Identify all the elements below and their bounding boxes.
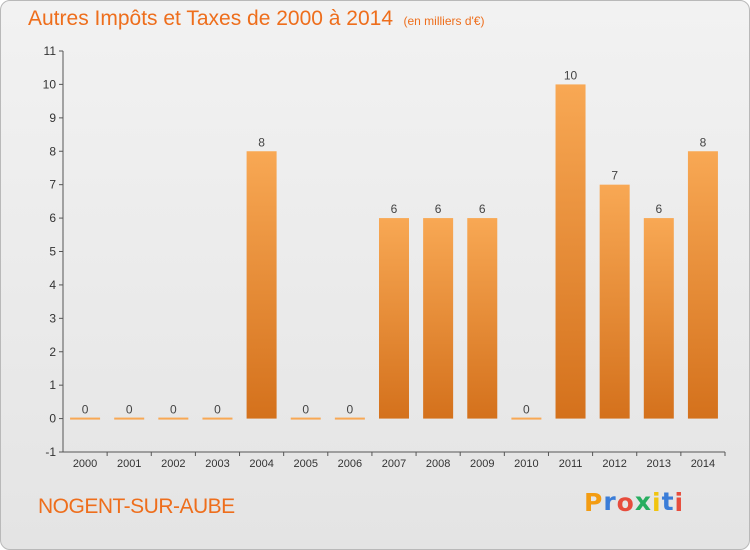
bar bbox=[423, 218, 454, 419]
bar bbox=[70, 417, 101, 420]
x-tick-label: 2002 bbox=[161, 458, 185, 470]
x-tick-label: 2008 bbox=[426, 458, 450, 470]
bar bbox=[334, 417, 365, 420]
bar bbox=[114, 417, 145, 420]
data-label: 6 bbox=[391, 202, 398, 216]
x-tick-label: 2004 bbox=[249, 458, 273, 470]
data-label: 8 bbox=[258, 135, 265, 149]
logo-letter: P bbox=[584, 488, 604, 517]
y-tick-label: 9 bbox=[49, 111, 56, 125]
data-label: 0 bbox=[347, 403, 354, 417]
y-tick-label: 2 bbox=[49, 345, 56, 359]
y-tick-label: 8 bbox=[49, 144, 56, 158]
bar bbox=[246, 151, 277, 419]
y-tick-label: 1 bbox=[49, 378, 56, 392]
data-label: 6 bbox=[479, 202, 486, 216]
data-label: 0 bbox=[302, 403, 309, 417]
bar bbox=[555, 84, 586, 419]
proxiti-logo[interactable]: Proxiti bbox=[584, 487, 685, 517]
data-label: 0 bbox=[214, 403, 221, 417]
x-tick-label: 2009 bbox=[470, 458, 494, 470]
chart-title-text: Autres Impôts et Taxes de 2000 à 2014 bbox=[28, 7, 394, 30]
data-label: 0 bbox=[170, 403, 177, 417]
data-label: 0 bbox=[523, 403, 530, 417]
x-tick-label: 2011 bbox=[559, 458, 583, 470]
bar bbox=[599, 184, 630, 419]
logo-letter: i bbox=[674, 488, 685, 517]
data-label: 10 bbox=[564, 68, 578, 82]
bar bbox=[467, 218, 498, 419]
y-tick-label: 0 bbox=[49, 412, 56, 426]
y-tick-label: 7 bbox=[49, 178, 56, 192]
bar bbox=[158, 417, 189, 420]
y-tick-label: 5 bbox=[49, 245, 56, 259]
x-tick-label: 2010 bbox=[514, 458, 538, 470]
y-tick-label: -1 bbox=[45, 445, 56, 459]
y-tick-label: 4 bbox=[49, 278, 56, 292]
logo-letter: o bbox=[616, 488, 635, 517]
logo-letter: i bbox=[652, 488, 662, 517]
data-label: 7 bbox=[611, 169, 618, 183]
bar bbox=[379, 218, 409, 419]
commune-name: NOGENT-SUR-AUBE bbox=[38, 495, 235, 518]
bar bbox=[643, 218, 674, 419]
data-label: 0 bbox=[126, 403, 133, 417]
y-tick-label: 3 bbox=[49, 311, 56, 325]
bar bbox=[687, 151, 718, 419]
bar bbox=[202, 417, 233, 420]
data-label: 0 bbox=[82, 403, 89, 417]
y-tick-label: 10 bbox=[43, 77, 57, 91]
bar bbox=[511, 417, 542, 420]
x-tick-label: 2005 bbox=[293, 458, 317, 470]
logo-letter: r bbox=[603, 487, 617, 516]
x-tick-label: 2007 bbox=[382, 458, 406, 470]
logo-letter: x bbox=[634, 487, 652, 516]
data-label: 8 bbox=[700, 135, 707, 149]
x-tick-label: 2001 bbox=[117, 458, 141, 470]
x-tick-label: 2006 bbox=[338, 458, 362, 470]
x-tick-label: 2013 bbox=[647, 458, 671, 470]
data-label: 6 bbox=[435, 202, 442, 216]
x-tick-label: 2014 bbox=[691, 458, 715, 470]
chart-unit-label: (en milliers d'€) bbox=[403, 14, 485, 28]
x-tick-label: 2003 bbox=[205, 458, 229, 470]
y-tick-label: 6 bbox=[49, 211, 56, 225]
x-tick-label: 2012 bbox=[602, 458, 626, 470]
data-label: 6 bbox=[655, 202, 662, 216]
chart-title: Autres Impôts et Taxes de 2000 à 2014 (e… bbox=[28, 7, 484, 31]
x-tick-label: 2000 bbox=[73, 458, 97, 470]
logo-letter: t bbox=[661, 487, 675, 516]
bar bbox=[290, 417, 321, 420]
y-tick-label: 11 bbox=[44, 44, 57, 58]
